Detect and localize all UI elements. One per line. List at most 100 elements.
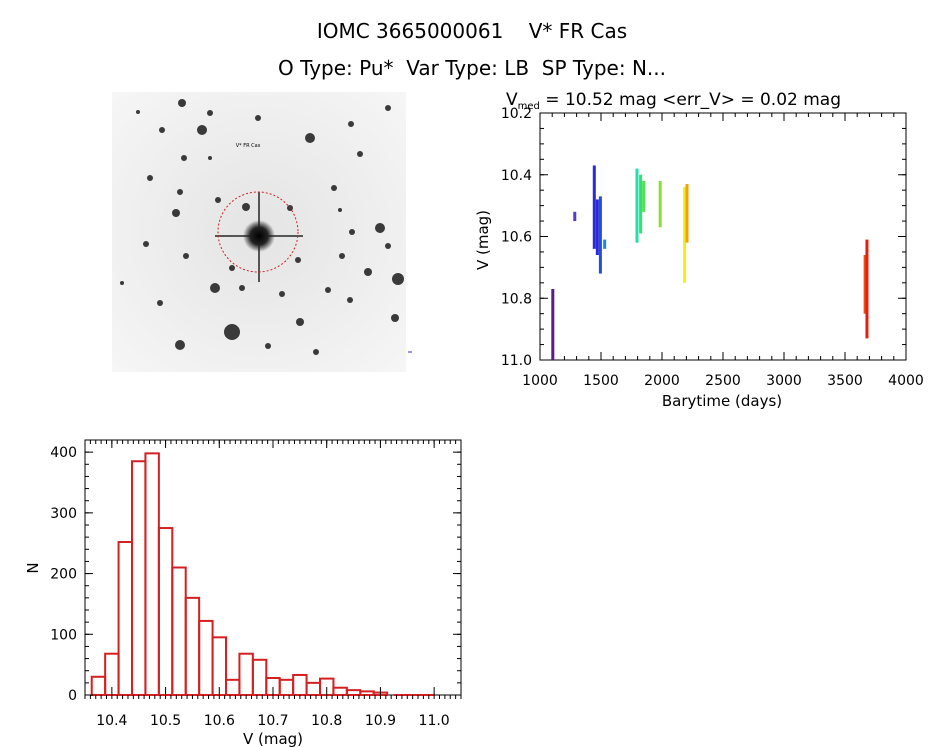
title-rest: = 10.52 mag <err_V> = 0.02 mag <box>540 90 841 110</box>
background-star <box>265 343 271 349</box>
histogram-ylabel: N <box>24 562 42 573</box>
page-subtitle: O Type: Pu* Var Type: LB SP Type: N... <box>278 56 666 80</box>
target-star <box>243 220 275 252</box>
background-star <box>159 127 165 133</box>
background-star <box>391 314 399 322</box>
histogram-xlabel: V (mag) <box>243 730 303 747</box>
background-star <box>239 285 245 291</box>
x-tick-label: 1500 <box>583 373 619 389</box>
background-star <box>207 110 213 116</box>
background-star <box>224 324 240 340</box>
x-tick-label: 10.7 <box>257 713 288 729</box>
background-star <box>347 297 353 303</box>
data-point-cluster <box>683 187 687 283</box>
data-point-cluster <box>592 165 596 249</box>
data-point-cluster <box>551 288 555 360</box>
data-point-cluster <box>865 239 869 339</box>
data-point-cluster <box>658 180 662 228</box>
background-star <box>120 281 124 285</box>
data-point-cluster <box>603 239 607 249</box>
data-point-cluster <box>863 255 867 314</box>
target-label: V* FR Cas <box>236 143 261 149</box>
x-tick-label: 10.9 <box>365 713 396 729</box>
y-tick-label: 300 <box>50 506 77 522</box>
background-star <box>255 115 261 121</box>
background-star <box>305 133 315 143</box>
background-star <box>375 223 385 233</box>
histogram-bar <box>211 636 227 696</box>
histogram-bar <box>198 619 214 697</box>
histogram-bar <box>144 452 160 696</box>
histogram-chart: 10.4 10.5 10.6 10.7 10.8 10.9 11.0 0 100 200 300 40… <box>24 439 462 747</box>
background-star <box>364 268 372 276</box>
y-tick-label: 100 <box>50 627 77 643</box>
background-star <box>215 197 221 203</box>
histogram-ticks: 10.4 10.5 10.6 10.7 10.8 10.9 11.0 0 100 200 300 40… <box>50 439 462 729</box>
background-star <box>177 189 183 195</box>
y-tick-label: 10.2 <box>501 106 532 122</box>
histogram-bar <box>345 689 362 697</box>
histogram-bar <box>305 681 322 696</box>
light-curve-ylabel: V (mag) <box>474 210 492 270</box>
data-point-cluster <box>635 168 639 243</box>
background-star <box>338 208 342 212</box>
light-curve-chart: Vmed = 10.52 mag <err_V> = 0.02 mag 1000… <box>474 90 924 410</box>
x-tick-label: 10.6 <box>204 713 235 729</box>
background-star <box>331 185 337 191</box>
target-aperture-circle <box>217 191 299 273</box>
y-tick-label: 0 <box>68 688 77 704</box>
histogram-bars <box>90 452 435 697</box>
y-tick-label: 10.8 <box>501 291 532 307</box>
histogram-bar <box>117 541 133 696</box>
background-star <box>348 121 354 127</box>
histogram-bar <box>131 460 147 696</box>
x-tick-label: 2000 <box>644 373 680 389</box>
star-field-image: V* FR Cas <box>112 92 412 372</box>
histogram-bar <box>251 658 268 696</box>
x-tick-label: 11.0 <box>419 713 450 729</box>
background-star <box>279 291 285 297</box>
x-tick-label: 10.4 <box>96 713 127 729</box>
light-curve-points <box>551 165 869 360</box>
y-tick-label: 10.6 <box>501 230 532 246</box>
histogram-bar <box>278 678 295 696</box>
y-tick-label: 400 <box>50 445 77 461</box>
histogram-bar <box>292 673 308 697</box>
background-star <box>172 209 180 217</box>
x-tick-label: 3500 <box>827 373 863 389</box>
y-tick-label: 200 <box>50 567 77 583</box>
histogram-bar <box>171 566 187 696</box>
page-title: IOMC 3665000061 V* FR Cas <box>317 19 627 43</box>
histogram-bar <box>332 686 348 697</box>
data-point-cluster <box>642 180 646 212</box>
background-star <box>349 229 355 235</box>
background-star <box>175 340 185 350</box>
histogram-bar <box>238 652 254 697</box>
light-curve-ticks: 1000 1500 2000 2500 3000 3500 4000 10.2 10.4 10.6… <box>501 106 924 389</box>
y-tick-label: 11.0 <box>501 353 532 369</box>
background-star <box>392 273 404 285</box>
data-point-cluster <box>573 211 577 222</box>
background-star <box>313 349 319 355</box>
data-point-cluster <box>598 196 602 274</box>
background-star <box>242 203 250 211</box>
background-star <box>229 265 235 271</box>
histogram-bar <box>157 527 174 696</box>
x-tick-label: 10.5 <box>150 713 181 729</box>
x-tick-label: 1000 <box>522 373 558 389</box>
background-star <box>210 283 220 293</box>
background-star <box>325 287 331 293</box>
light-curve-xlabel: Barytime (days) <box>662 392 782 410</box>
background-star <box>197 125 207 135</box>
background-star <box>295 257 301 263</box>
background-star <box>208 156 212 160</box>
background-star <box>178 99 186 107</box>
background-star <box>147 175 153 181</box>
background-star <box>357 151 363 157</box>
histogram-bar <box>359 690 375 696</box>
background-star <box>181 155 187 161</box>
background-star <box>183 253 189 259</box>
title-main: V <box>506 90 518 110</box>
data-point-cluster <box>639 174 643 234</box>
